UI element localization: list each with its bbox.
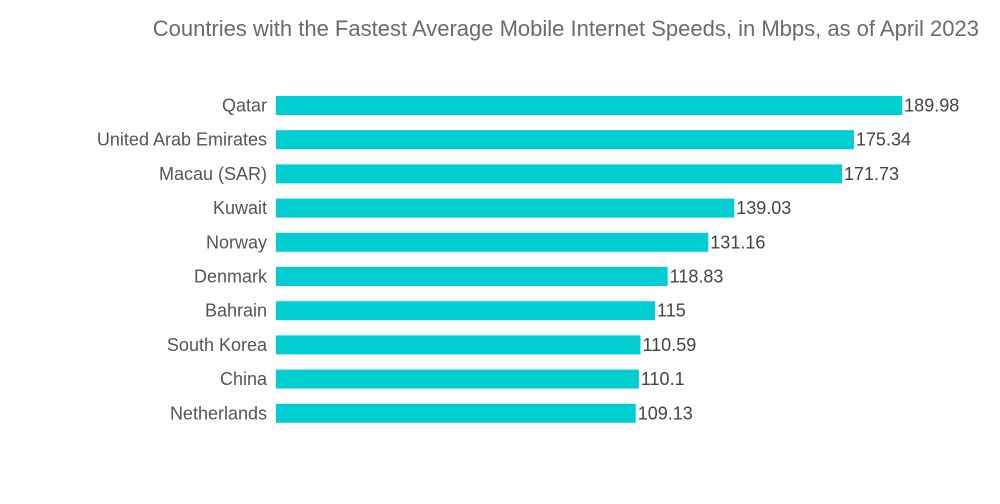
value-label: 171.73 [844, 164, 899, 184]
category-label: Netherlands [170, 403, 267, 423]
bar-china [276, 369, 639, 389]
bar-kuwait [276, 198, 735, 218]
category-label: China [220, 369, 268, 389]
value-label: 115 [657, 301, 686, 321]
bar-denmark [276, 267, 668, 286]
bar-netherlands [276, 403, 636, 423]
category-label: Norway [206, 232, 267, 252]
value-label: 118.83 [670, 267, 724, 287]
category-label: United Arab Emirates [97, 130, 267, 150]
category-label: Kuwait [213, 198, 267, 218]
value-label: 139.03 [736, 198, 791, 218]
bar-south-korea [276, 335, 641, 355]
value-label: 131.16 [710, 232, 765, 252]
bar-united-arab-emirates [276, 130, 854, 150]
bar-qatar [276, 96, 903, 115]
category-label: Macau (SAR) [159, 164, 267, 184]
value-label: 109.13 [638, 403, 693, 423]
category-label: South Korea [167, 335, 268, 355]
bar-macau-sar [276, 164, 843, 184]
value-label: 110.59 [643, 335, 697, 355]
value-label: 189.98 [904, 96, 959, 116]
chart-title: Countries with the Fastest Average Mobil… [152, 16, 979, 41]
bar-norway [276, 232, 709, 252]
category-label: Bahrain [205, 301, 267, 321]
category-label: Denmark [194, 267, 268, 287]
category-label: Qatar [222, 96, 267, 116]
value-label: 110.1 [641, 369, 685, 389]
bar-bahrain [276, 301, 656, 321]
value-label: 175.34 [856, 130, 911, 150]
